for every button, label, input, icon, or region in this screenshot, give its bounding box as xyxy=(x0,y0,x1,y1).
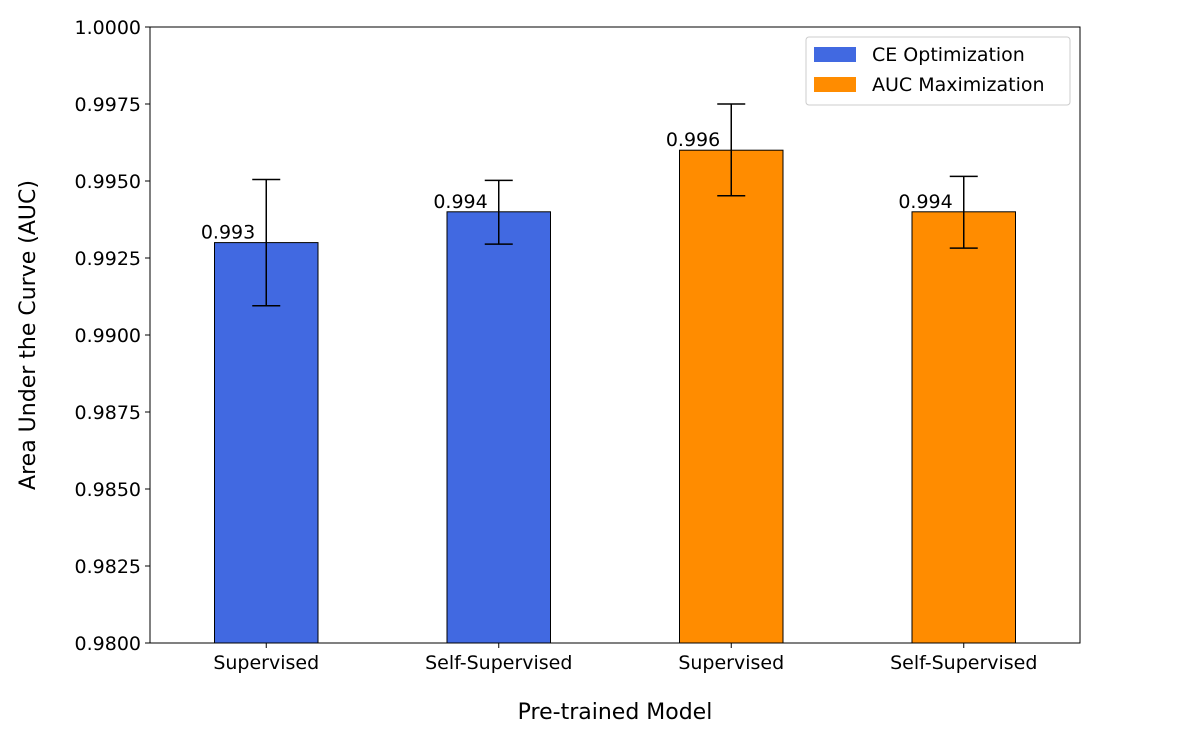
bar-value-label: 0.993 xyxy=(201,222,255,244)
bar xyxy=(679,149,784,644)
x-axis: Supervised Self-Supervised Supervised Self-… xyxy=(213,643,1037,674)
legend-swatch xyxy=(814,47,856,62)
y-tick-label: 0.9925 xyxy=(75,248,141,270)
y-tick-label: 0.9900 xyxy=(75,325,141,347)
bar-value-label: 0.996 xyxy=(666,129,720,151)
y-tick-label: 0.9850 xyxy=(75,479,141,501)
bar xyxy=(446,211,551,644)
legend: CE Optimization AUC Maximization xyxy=(805,36,1071,106)
bar xyxy=(911,211,1016,644)
bar-value-label: 0.994 xyxy=(433,191,487,213)
legend-label: CE Optimization xyxy=(872,44,1025,66)
legend-label: AUC Maximization xyxy=(872,74,1045,96)
y-axis-label: Area Under the Curve (AUC) xyxy=(16,180,41,490)
x-axis-label: Pre-trained Model xyxy=(518,700,713,725)
x-tick-label: Self-Supervised xyxy=(890,652,1037,674)
x-tick-label: Supervised xyxy=(678,652,784,674)
y-tick-label: 1.0000 xyxy=(75,17,141,39)
x-tick-label: Supervised xyxy=(213,652,319,674)
legend-box xyxy=(805,36,1071,106)
x-tick-label: Self-Supervised xyxy=(425,652,572,674)
y-axis: 0.9800 0.9825 0.9850 0.9875 0.9900 0.9925 0.99… xyxy=(75,17,150,655)
y-tick-label: 0.9825 xyxy=(75,556,141,578)
bar-value-label: 0.994 xyxy=(898,191,952,213)
legend-swatch xyxy=(814,77,856,92)
y-tick-label: 0.9975 xyxy=(75,94,141,116)
y-tick-label: 0.9950 xyxy=(75,171,141,193)
bar xyxy=(214,242,319,644)
y-tick-label: 0.9800 xyxy=(75,633,141,655)
y-tick-label: 0.9875 xyxy=(75,402,141,424)
